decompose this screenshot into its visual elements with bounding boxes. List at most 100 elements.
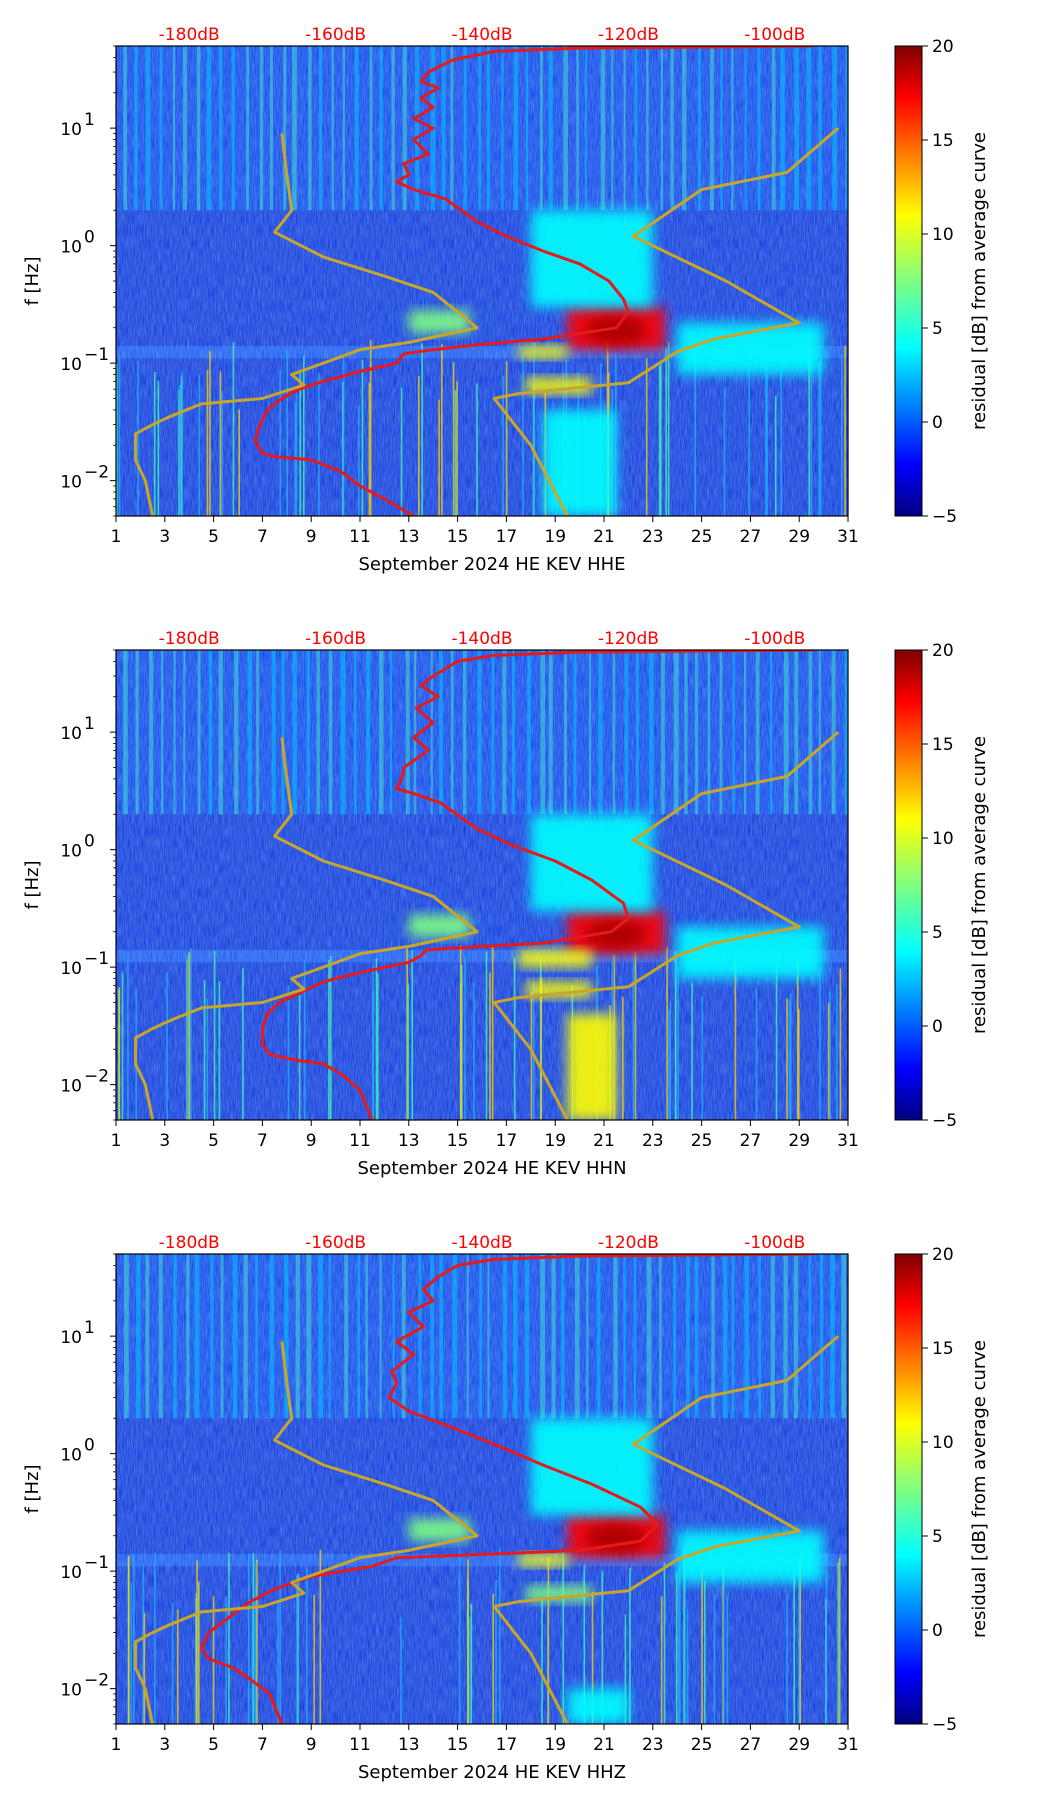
heatmap-event-spike xyxy=(279,1550,281,1724)
colorbar-label: residual [dB] from average curve xyxy=(969,1340,990,1638)
heatmap-daily-streak xyxy=(231,46,235,211)
heatmap-event-spike xyxy=(541,1599,543,1724)
heatmap-daily-streak xyxy=(186,1254,190,1419)
heatmap-event-spike xyxy=(238,409,240,516)
y-tick-exponent: −2 xyxy=(84,1067,109,1087)
heatmap-event-spike xyxy=(303,960,306,1120)
x-tick-label: 31 xyxy=(837,527,859,547)
heatmap-daily-streak xyxy=(596,1254,601,1419)
heatmap-residual-blob xyxy=(530,210,653,308)
x-tick-label: 5 xyxy=(208,1131,219,1151)
colorbar xyxy=(894,1253,923,1725)
heatmap-daily-streak xyxy=(731,1254,735,1419)
heatmap-event-spike xyxy=(297,1573,299,1724)
heatmap-event-spike xyxy=(400,387,403,516)
heatmap-event-spike xyxy=(838,1557,841,1724)
heatmap-daily-streak xyxy=(218,650,223,815)
heatmap-daily-streak xyxy=(574,1254,580,1419)
heatmap-residual-blob xyxy=(525,377,592,394)
x-axis-label: September 2024 HE KEV HHN xyxy=(357,1158,626,1179)
heatmap-event-spike xyxy=(218,981,221,1120)
heatmap-event-spike xyxy=(622,996,624,1120)
y-tick-label: 10 xyxy=(60,724,82,744)
x-tick-label: 13 xyxy=(398,1131,420,1151)
heatmap-event-spike xyxy=(232,342,235,516)
heatmap-event-spike xyxy=(305,1566,308,1724)
heatmap-event-spike xyxy=(530,991,533,1120)
heatmap-daily-streak xyxy=(365,1254,368,1419)
heatmap-event-spike xyxy=(209,350,211,516)
heatmap-daily-streak xyxy=(649,650,654,815)
heatmap-event-spike xyxy=(658,365,661,516)
heatmap-daily-streak xyxy=(462,650,467,815)
colorbar xyxy=(894,649,923,1121)
heatmap-daily-streak xyxy=(357,1254,361,1419)
y-tick-label: 10 xyxy=(60,473,82,493)
heatmap-event-spike xyxy=(476,383,478,516)
heatmap-daily-streak xyxy=(563,650,567,815)
heatmap-event-spike xyxy=(723,388,726,516)
y-axis-label: f [Hz] xyxy=(22,1464,43,1513)
heatmap-daily-streak xyxy=(439,650,443,815)
noise-level-curve xyxy=(199,1254,814,1724)
heatmap-event-spike xyxy=(675,1572,678,1724)
heatmap-event-spike xyxy=(166,972,168,1120)
x-tick-label: 13 xyxy=(398,527,420,547)
heatmap-event-spike xyxy=(844,345,846,516)
heatmap-event-spike xyxy=(372,990,374,1120)
heatmap-residual-blob xyxy=(408,310,470,334)
heatmap-daily-streak xyxy=(573,650,577,815)
heatmap-event-spike xyxy=(839,968,842,1120)
heatmap-event-spike xyxy=(407,983,409,1120)
heatmap-daily-streak xyxy=(183,46,188,211)
heatmap-event-spike xyxy=(788,1000,791,1120)
heatmap-daily-streak xyxy=(316,650,320,815)
heatmap-daily-streak xyxy=(722,1254,728,1419)
heatmap-daily-streak xyxy=(292,46,297,211)
heatmap-event-spike xyxy=(713,1594,716,1724)
heatmap-daily-streak xyxy=(670,46,674,211)
colorbar-tick-label: 20 xyxy=(932,37,954,57)
x-tick-label: 15 xyxy=(447,1131,469,1151)
heatmap-event-spike xyxy=(703,1581,706,1724)
heatmap-daily-streak xyxy=(844,650,848,815)
heatmap-daily-streak xyxy=(525,46,529,211)
heatmap-daily-streak xyxy=(758,1254,762,1419)
heatmap-event-spike xyxy=(128,1555,130,1724)
heatmap-daily-streak xyxy=(502,1254,508,1419)
colorbar-tick-label: 10 xyxy=(932,829,954,849)
plot-area xyxy=(116,650,848,1120)
heatmap-event-spike xyxy=(357,405,360,516)
x-axis-label: September 2024 HE KEV HHE xyxy=(358,554,625,575)
heatmap-daily-streak xyxy=(389,650,392,815)
heatmap-daily-streak xyxy=(584,46,587,211)
heatmap-event-spike xyxy=(221,391,223,516)
heatmap-daily-streak xyxy=(598,650,603,815)
y-tick-label: 10 xyxy=(60,1446,82,1466)
heatmap-daily-streak xyxy=(479,1254,482,1419)
heatmap-event-spike xyxy=(458,1549,461,1724)
heatmap-daily-streak xyxy=(548,46,553,211)
heatmap-hot-core xyxy=(585,1524,647,1553)
heatmap-event-spike xyxy=(669,1000,672,1120)
heatmap-event-spike xyxy=(454,390,457,516)
heatmap-event-spike xyxy=(701,1568,703,1724)
heatmap-event-spike xyxy=(369,340,372,516)
heatmap-daily-streak xyxy=(540,46,543,211)
heatmap-daily-streak xyxy=(450,46,454,211)
heatmap-event-spike xyxy=(242,967,244,1120)
heatmap-daily-streak xyxy=(611,46,614,211)
heatmap-event-spike xyxy=(252,1552,255,1724)
heatmap-daily-streak xyxy=(123,650,128,815)
heatmap-daily-streak xyxy=(413,650,417,815)
heatmap-event-spike xyxy=(456,381,458,516)
heatmap-event-spike xyxy=(368,382,371,516)
heatmap-daily-streak xyxy=(183,650,186,815)
heatmap-event-spike xyxy=(296,1576,298,1724)
noise-level-curve xyxy=(260,650,814,1120)
heatmap-residual-blob xyxy=(530,814,653,912)
heatmap-daily-streak xyxy=(149,650,154,815)
top-db-label: -120dB xyxy=(598,629,659,649)
heatmap-daily-streak xyxy=(832,46,838,211)
